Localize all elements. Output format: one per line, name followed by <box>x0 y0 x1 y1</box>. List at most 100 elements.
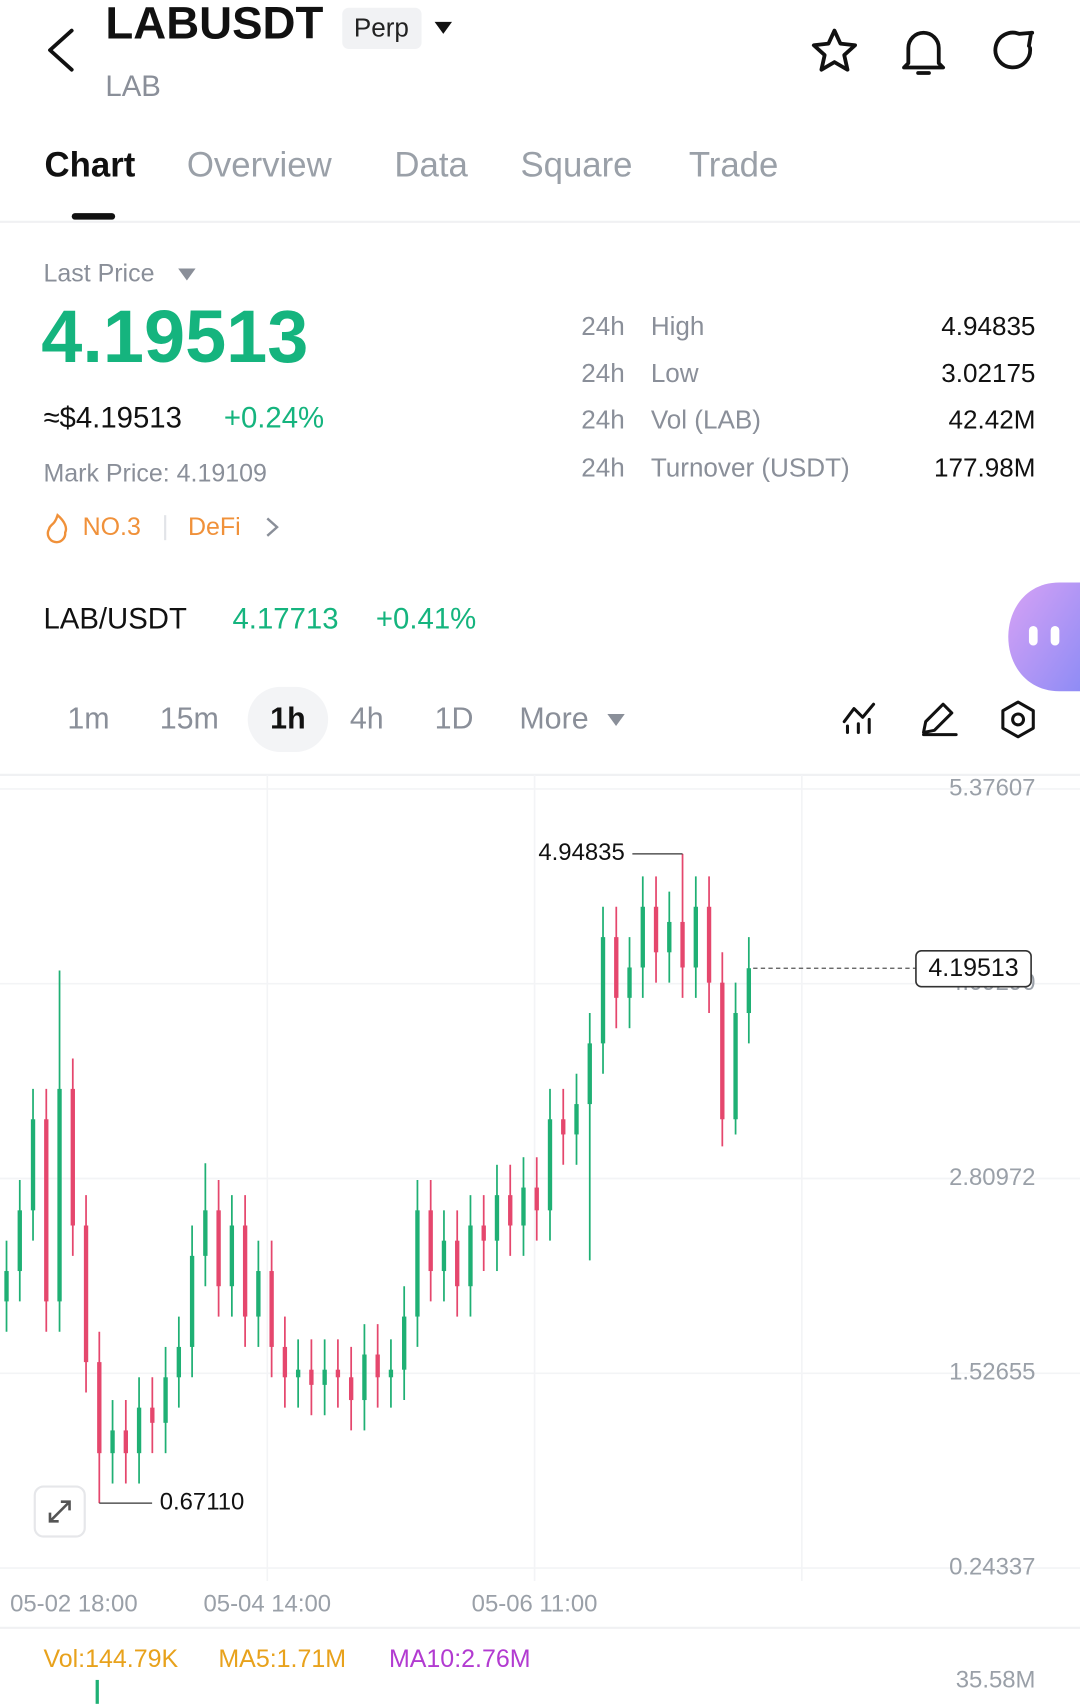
tab[interactable]: Chart <box>45 147 136 185</box>
badge-bg <box>342 7 422 50</box>
interval[interactable]: 1h <box>270 702 305 736</box>
stat-period: 24h <box>581 405 624 435</box>
interval[interactable]: 1m <box>67 702 109 736</box>
candle-body <box>348 1377 354 1401</box>
candle-body <box>57 1088 62 1302</box>
candle-body <box>123 1430 128 1454</box>
sector[interactable]: DeFi <box>188 513 241 541</box>
x-tick-label: 05-02 18:00 <box>10 1590 138 1617</box>
candle-body <box>295 1369 301 1378</box>
tab[interactable]: Trade <box>689 147 779 185</box>
candles <box>4 853 752 1504</box>
assistant-eye <box>1028 626 1038 646</box>
mark-price: Mark Price: 4.19109 <box>43 460 266 488</box>
assistant-eye <box>1050 626 1060 646</box>
candle-body <box>402 1316 407 1370</box>
last-price-label: 4.19513 <box>928 954 1018 982</box>
candle-body <box>680 921 685 968</box>
candle-body <box>733 1013 738 1120</box>
candle-body <box>216 1210 221 1287</box>
candle-body <box>627 967 632 998</box>
candle-body <box>587 1043 592 1105</box>
expand-icon <box>48 1500 71 1523</box>
interval-active-bg <box>247 686 329 753</box>
candle-body <box>83 1225 89 1363</box>
base: LAB <box>105 70 160 103</box>
spot-pair[interactable]: LAB/USDT <box>43 602 187 635</box>
tab[interactable]: Overview <box>187 147 333 185</box>
stat-name: Low <box>651 358 699 388</box>
y-tick-label: 0.24337 <box>949 1553 1035 1580</box>
interval[interactable]: 15m <box>160 702 219 736</box>
candle-body <box>136 1407 142 1454</box>
symbol: LABUSDT <box>105 0 323 48</box>
share[interactable] <box>993 30 1035 70</box>
volume: Vol:144.79K <box>43 1645 178 1673</box>
candle-body <box>614 937 619 998</box>
favorite[interactable] <box>811 28 857 72</box>
candle-body <box>17 1210 22 1272</box>
last-price-tag <box>915 950 1032 988</box>
tab-indicator <box>71 213 116 220</box>
draw-tool[interactable] <box>922 702 958 737</box>
dropdown[interactable] <box>434 21 452 34</box>
usd-price: ≈$4.19513 <box>43 401 181 434</box>
candle-body <box>150 1407 155 1423</box>
candle-body <box>189 1255 195 1347</box>
stat-name: Turnover (USDT) <box>651 452 850 482</box>
tab[interactable]: Data <box>394 147 468 185</box>
spot-price: 4.17713 <box>233 602 339 635</box>
candle-body <box>322 1369 327 1385</box>
candle-body <box>97 1362 102 1454</box>
assistant-button[interactable] <box>1008 582 1080 692</box>
candle-body <box>110 1430 115 1454</box>
interval[interactable]: More <box>519 702 588 736</box>
candle-body <box>746 968 752 1014</box>
candle-body <box>242 1225 248 1317</box>
candle-body <box>70 1088 75 1226</box>
rank[interactable]: NO.3 <box>83 513 141 541</box>
indicators[interactable] <box>842 702 876 735</box>
stat-value: 4.94835 <box>941 311 1035 341</box>
interval[interactable]: 1D <box>435 702 474 736</box>
stat-value: 3.02175 <box>941 358 1035 388</box>
high-marker: 4.94835 <box>538 839 624 866</box>
dropdown[interactable] <box>178 268 196 281</box>
candle-body <box>163 1377 168 1423</box>
candle-body <box>693 906 698 968</box>
settings[interactable] <box>1001 700 1035 739</box>
chevron[interactable] <box>266 517 279 537</box>
overlay: 4.94835 0.67110 4.19513 <box>99 839 1032 1515</box>
stat-name: High <box>651 311 705 341</box>
candle-body <box>176 1346 182 1378</box>
dropdown[interactable] <box>607 714 625 726</box>
candle-body <box>561 1119 566 1135</box>
x-tick-label: 05-04 14:00 <box>204 1590 332 1617</box>
tab[interactable]: Square <box>520 147 632 185</box>
candle-body <box>547 1119 553 1211</box>
candle-body <box>455 1240 460 1287</box>
candle-body <box>269 1271 274 1347</box>
stats: 24h High 4.94835 24h Low 3.02175 24h Vol… <box>581 311 1035 482</box>
candle-body <box>203 1210 208 1256</box>
candle-body <box>508 1195 513 1226</box>
candle-body <box>30 1119 36 1211</box>
y-tick-label: 2.80972 <box>949 1164 1035 1191</box>
candle-body <box>335 1369 341 1378</box>
back-button[interactable] <box>48 28 74 72</box>
interval[interactable]: 4h <box>350 702 384 736</box>
ma10: MA10:2.76M <box>389 1645 531 1673</box>
x-tick-label: 05-06 11:00 <box>472 1590 598 1617</box>
ma5: MA5:1.71M <box>218 1645 346 1673</box>
badge: Perp <box>354 12 409 42</box>
candle-body <box>362 1354 367 1401</box>
candle-body <box>282 1346 288 1378</box>
candle-body <box>229 1225 235 1287</box>
alert[interactable] <box>902 30 945 75</box>
price-label[interactable]: Last Price <box>43 260 154 288</box>
candle-body <box>720 982 725 1120</box>
settings-dot <box>1011 712 1026 727</box>
stat-period: 24h <box>581 311 624 341</box>
